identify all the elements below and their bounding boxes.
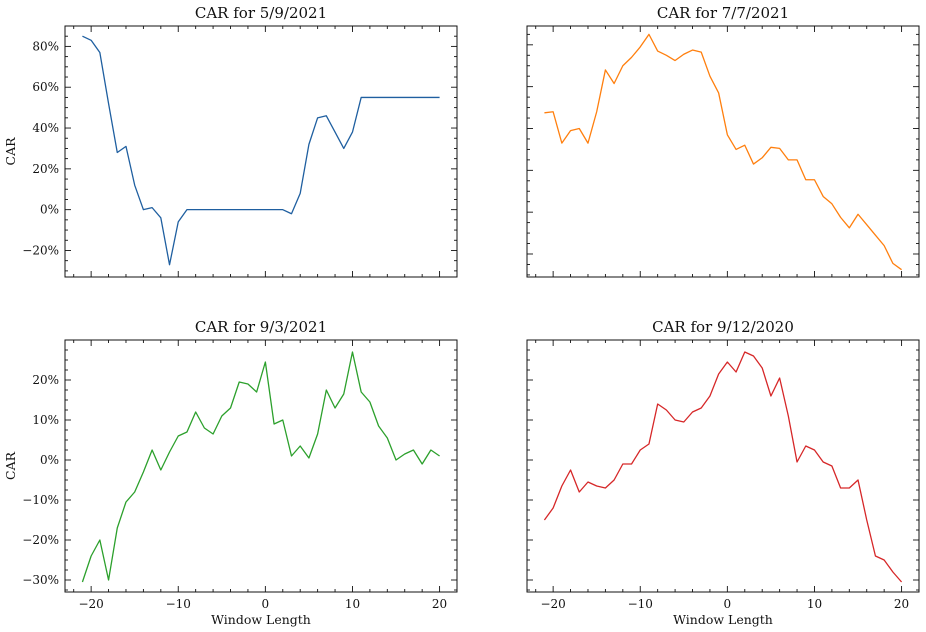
x-tick-label: 20 [894,597,909,611]
chart-title: CAR for 9/12/2020 [652,318,794,336]
series-line [544,33,902,271]
y-axis-label: CAR [3,451,18,480]
x-tick-label: 10 [807,597,822,611]
chart-title: CAR for 7/7/2021 [657,4,789,22]
chart-title: CAR for 9/3/2021 [195,318,327,336]
x-tick-label: −10 [166,597,191,611]
plot-frame [64,25,458,278]
y-tick-label: 20% [32,373,59,387]
x-tick-label: 20 [432,597,447,611]
y-tick-label: −20% [22,533,59,547]
panel-2: CAR for 7/7/2021 [526,4,920,278]
x-tick-label: −20 [78,597,103,611]
x-axis-label: Window Length [673,612,773,627]
y-tick-label: 20% [32,162,59,176]
series-line [82,35,440,266]
y-tick-label: 40% [32,121,59,135]
y-tick-label: 80% [32,39,59,53]
x-tick-label: −20 [540,597,565,611]
x-tick-label: 10 [345,597,360,611]
plot-frame [64,339,458,593]
panel-4: CAR for 9/12/2020 −20 −10 0 10 20 Window Lengt… [526,318,920,627]
x-tick-label: −10 [628,597,653,611]
chart-title: CAR for 5/9/2021 [195,4,327,22]
x-axis-label: Window Length [211,612,311,627]
plot-frame [526,25,920,278]
y-tick-label: 10% [32,413,59,427]
x-tick-label: 0 [262,597,270,611]
plot-frame [526,339,920,593]
series-line [543,351,903,583]
series-line [81,351,440,583]
y-tick-label: −30% [22,573,59,587]
y-tick-label: 60% [32,80,59,94]
x-tick-label: 0 [724,597,732,611]
y-tick-label: −20% [22,243,59,257]
y-tick-label: 0% [40,453,59,467]
y-tick-label: −10% [22,493,59,507]
y-tick-label: 0% [40,203,59,217]
panel-1: CAR for 5/9/2021 −20% 0% 20% 40% 60% 80% CAR [3,4,458,278]
panel-3: CAR for 9/3/2021 −20 −10 0 10 20 −30% −20% −10% 0… [3,318,458,627]
y-axis-label: CAR [3,137,18,166]
